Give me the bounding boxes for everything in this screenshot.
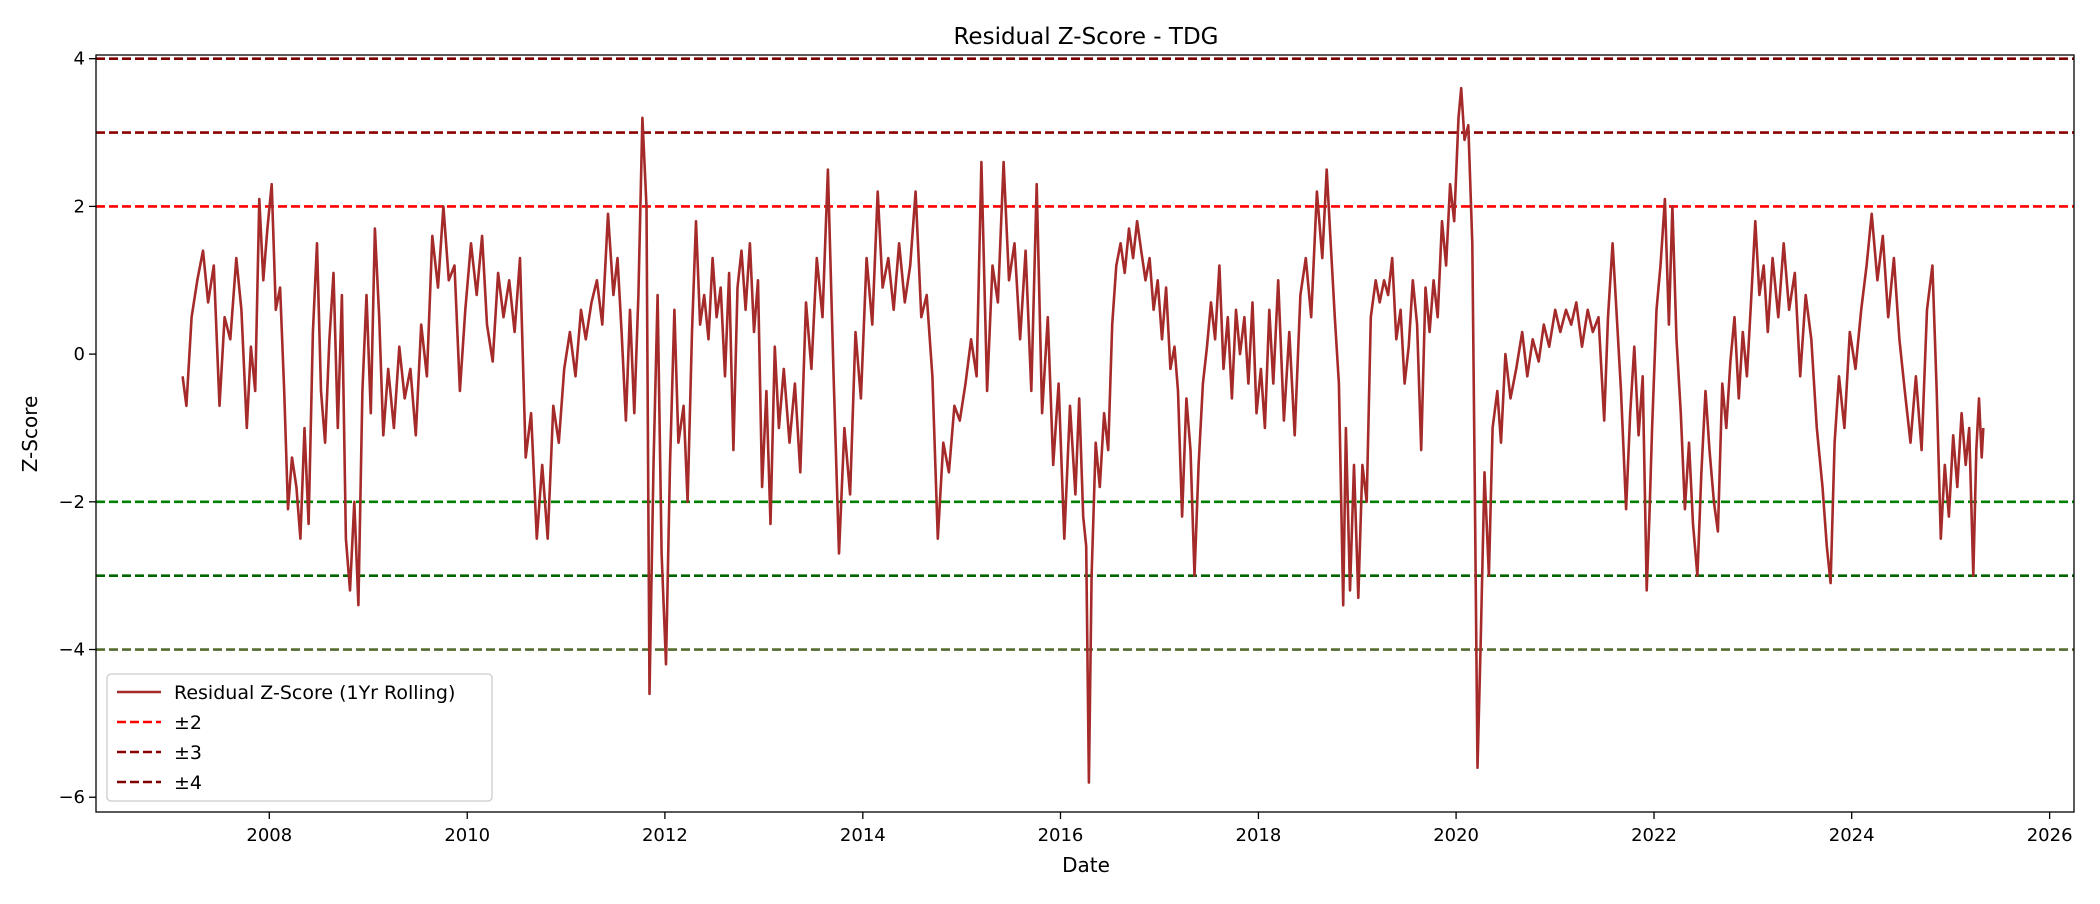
legend-label: Residual Z-Score (1Yr Rolling) bbox=[174, 682, 455, 704]
legend: Residual Z-Score (1Yr Rolling) ±2 ±3 ±4 bbox=[106, 673, 493, 802]
x-tick-label: 2010 bbox=[444, 825, 490, 846]
chart-title: Residual Z-Score - TDG bbox=[953, 24, 1218, 50]
x-axis-label: Date bbox=[1062, 853, 1110, 877]
plot-area-frame bbox=[95, 54, 2075, 813]
y-tick-label: 0 bbox=[74, 344, 85, 365]
x-tick-label: 2020 bbox=[1433, 825, 1479, 846]
y-tick-label: 4 bbox=[74, 49, 85, 70]
y-tick-label: −2 bbox=[58, 492, 85, 513]
x-tick-label: 2008 bbox=[246, 825, 292, 846]
x-tick-label: 2016 bbox=[1038, 825, 1084, 846]
x-axis: 2008 2010 2012 2014 2016 2018 2020 2022 2024 2026 bbox=[246, 812, 2073, 846]
y-tick-label: −6 bbox=[58, 787, 85, 808]
x-tick-label: 2022 bbox=[1631, 825, 1677, 846]
legend-label: ±2 bbox=[174, 712, 202, 734]
series-layer bbox=[181, 86, 1985, 784]
x-tick-label: 2024 bbox=[1829, 825, 1875, 846]
legend-entries: Residual Z-Score (1Yr Rolling) ±2 ±3 ±4 bbox=[117, 682, 455, 794]
legend-label: ±3 bbox=[174, 742, 202, 764]
legend-box bbox=[106, 673, 493, 802]
y-axis-label: Z-Score bbox=[18, 396, 42, 473]
series-line bbox=[181, 86, 1985, 784]
x-tick-label: 2012 bbox=[642, 825, 688, 846]
x-tick-label: 2026 bbox=[2027, 825, 2073, 846]
legend-label: ±4 bbox=[174, 772, 202, 794]
x-tick-label: 2014 bbox=[840, 825, 886, 846]
y-axis: 4 2 0 −2 −4 −6 bbox=[58, 49, 96, 808]
reference-lines bbox=[96, 57, 2074, 651]
x-tick-label: 2018 bbox=[1236, 825, 1282, 846]
y-tick-label: −4 bbox=[58, 640, 85, 661]
y-tick-label: 2 bbox=[74, 196, 85, 217]
